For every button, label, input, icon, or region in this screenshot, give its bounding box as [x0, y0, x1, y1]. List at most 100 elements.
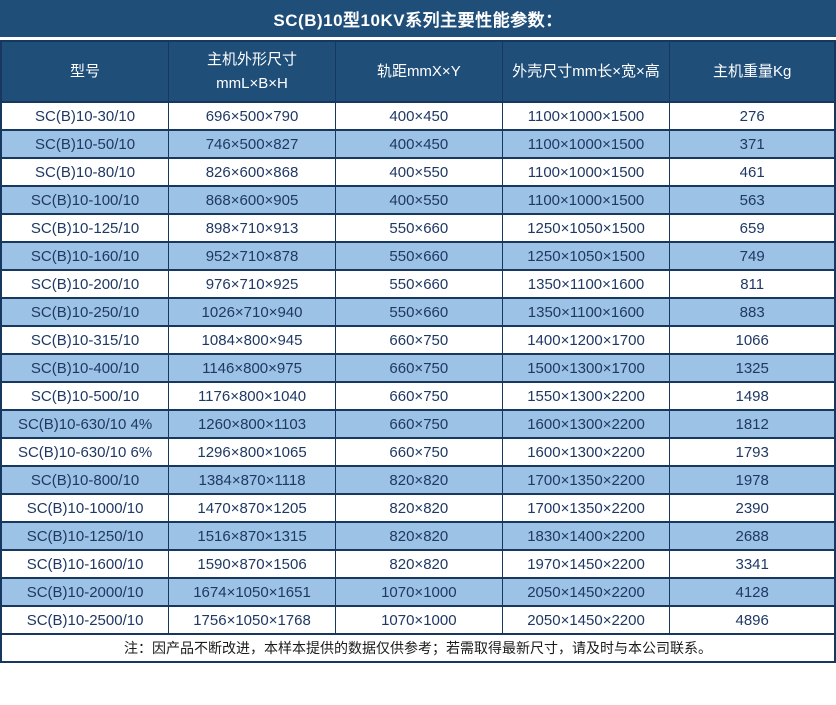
table-row: SC(B)10-630/10 6% 1296×800×1065 660×750 160… [0, 437, 836, 467]
table-cell: 1516×870×1315 [168, 521, 336, 551]
table-cell: 1830×1400×2200 [501, 521, 671, 551]
table-cell: 1296×800×1065 [168, 437, 336, 467]
table-cell: SC(B)10-800/10 [0, 465, 170, 495]
table-cell: 660×750 [334, 437, 503, 467]
column-header: 主机外形尺寸 mmL×B×H [168, 40, 336, 103]
table-header-row: 型号 主机外形尺寸 mmL×B×H 轨距mmX×Y 外壳尺寸mm长×宽×高 主机重量Kg [0, 40, 836, 103]
table-cell: 400×550 [334, 185, 503, 215]
table-cell: 811 [669, 269, 836, 299]
table-cell: 660×750 [334, 325, 503, 355]
table-cell: 2050×1450×2200 [501, 577, 671, 607]
table-row: SC(B)10-1250/10 1516×870×1315 820×820 1830×… [0, 521, 836, 551]
table-cell: 1100×1000×1500 [501, 101, 671, 131]
table-cell: 1500×1300×1700 [501, 353, 671, 383]
table-cell: SC(B)10-250/10 [0, 297, 170, 327]
table-cell: 2688 [669, 521, 836, 551]
table-cell: SC(B)10-80/10 [0, 157, 170, 187]
table-cell: 1084×800×945 [168, 325, 336, 355]
table-cell: 1100×1000×1500 [501, 185, 671, 215]
column-header-sublabel: mmL×B×H [216, 74, 288, 92]
table-cell: 1176×800×1040 [168, 381, 336, 411]
table-cell: 1100×1000×1500 [501, 157, 671, 187]
table-body: SC(B)10-30/10 696×500×790 400×450 1100×1000… [0, 101, 836, 635]
table-cell: 1600×1300×2200 [501, 437, 671, 467]
table-cell: SC(B)10-1250/10 [0, 521, 170, 551]
table-cell: 820×820 [334, 549, 503, 579]
table-cell: SC(B)10-100/10 [0, 185, 170, 215]
table-cell: 3341 [669, 549, 836, 579]
table-cell: 1978 [669, 465, 836, 495]
table-row: SC(B)10-1000/10 1470×870×1205 820×820 1700×… [0, 493, 836, 523]
table-cell: 2390 [669, 493, 836, 523]
table-row: SC(B)10-2000/10 1674×1050×1651 1070×1000 20… [0, 577, 836, 607]
table-cell: 2050×1450×2200 [501, 605, 671, 635]
table-cell: 1674×1050×1651 [168, 577, 336, 607]
table-cell: 1260×800×1103 [168, 409, 336, 439]
table-cell: 1325 [669, 353, 836, 383]
table-cell: 1384×870×1118 [168, 465, 336, 495]
table-cell: SC(B)10-630/10 6% [0, 437, 170, 467]
footer-note: 注：因产品不断改进，本样本提供的数据仅供参考；若需取得最新尺寸，请及时与本公司联… [0, 633, 836, 663]
table-cell: SC(B)10-30/10 [0, 101, 170, 131]
column-header: 主机重量Kg [669, 40, 836, 103]
column-header-label: 主机重量Kg [712, 62, 792, 80]
column-header-label: 外壳尺寸mm长×宽×高 [512, 62, 660, 80]
table-cell: SC(B)10-200/10 [0, 269, 170, 299]
table-cell: 820×820 [334, 521, 503, 551]
table-cell: 550×660 [334, 241, 503, 271]
table-cell: 952×710×878 [168, 241, 336, 271]
table-row: SC(B)10-400/10 1146×800×975 660×750 1500×13… [0, 353, 836, 383]
table-cell: SC(B)10-1600/10 [0, 549, 170, 579]
table-cell: 1700×1350×2200 [501, 493, 671, 523]
table-cell: 660×750 [334, 381, 503, 411]
table-cell: 660×750 [334, 353, 503, 383]
table-cell: 1756×1050×1768 [168, 605, 336, 635]
table-cell: 1600×1300×2200 [501, 409, 671, 439]
table-cell: 400×450 [334, 129, 503, 159]
table-cell: SC(B)10-50/10 [0, 129, 170, 159]
table-cell: 1400×1200×1700 [501, 325, 671, 355]
table-cell: 1350×1100×1600 [501, 297, 671, 327]
spec-table: 型号 主机外形尺寸 mmL×B×H 轨距mmX×Y 外壳尺寸mm长×宽×高 主机重量Kg … [0, 40, 836, 663]
table-cell: 820×820 [334, 493, 503, 523]
table-row: SC(B)10-315/10 1084×800×945 660×750 1400×12… [0, 325, 836, 355]
table-cell: 659 [669, 213, 836, 243]
table-cell: 1350×1100×1600 [501, 269, 671, 299]
table-cell: 1250×1050×1500 [501, 241, 671, 271]
table-cell: 4128 [669, 577, 836, 607]
table-row: SC(B)10-160/10 952×710×878 550×660 1250×105… [0, 241, 836, 271]
table-cell: 1026×710×940 [168, 297, 336, 327]
table-cell: 1700×1350×2200 [501, 465, 671, 495]
table-cell: SC(B)10-1000/10 [0, 493, 170, 523]
table-row: SC(B)10-250/10 1026×710×940 550×660 1350×11… [0, 297, 836, 327]
table-cell: 1250×1050×1500 [501, 213, 671, 243]
table-footer-row: 注：因产品不断改进，本样本提供的数据仅供参考；若需取得最新尺寸，请及时与本公司联… [0, 633, 836, 663]
table-cell: 276 [669, 101, 836, 131]
column-header: 外壳尺寸mm长×宽×高 [501, 40, 671, 103]
table-cell: SC(B)10-500/10 [0, 381, 170, 411]
table-cell: 400×550 [334, 157, 503, 187]
table-cell: 826×600×868 [168, 157, 336, 187]
table-cell: SC(B)10-630/10 4% [0, 409, 170, 439]
table-cell: 400×450 [334, 101, 503, 131]
table-cell: 820×820 [334, 465, 503, 495]
column-header: 型号 [0, 40, 170, 103]
table-cell: SC(B)10-2500/10 [0, 605, 170, 635]
table-row: SC(B)10-30/10 696×500×790 400×450 1100×1000… [0, 101, 836, 131]
table-row: SC(B)10-50/10 746×500×827 400×450 1100×1000… [0, 129, 836, 159]
table-cell: 461 [669, 157, 836, 187]
table-cell: 898×710×913 [168, 213, 336, 243]
column-header-label: 型号 [70, 62, 101, 80]
table-cell: 868×600×905 [168, 185, 336, 215]
table-cell: 1793 [669, 437, 836, 467]
table-cell: 1590×870×1506 [168, 549, 336, 579]
table-row: SC(B)10-630/10 4% 1260×800×1103 660×750 160… [0, 409, 836, 439]
table-row: SC(B)10-500/10 1176×800×1040 660×750 1550×1… [0, 381, 836, 411]
table-cell: 883 [669, 297, 836, 327]
table-cell: 1470×870×1205 [168, 493, 336, 523]
table-cell: 696×500×790 [168, 101, 336, 131]
table-row: SC(B)10-1600/10 1590×870×1506 820×820 1970×… [0, 549, 836, 579]
table-cell: 1066 [669, 325, 836, 355]
table-row: SC(B)10-125/10 898×710×913 550×660 1250×105… [0, 213, 836, 243]
table-cell: 660×750 [334, 409, 503, 439]
